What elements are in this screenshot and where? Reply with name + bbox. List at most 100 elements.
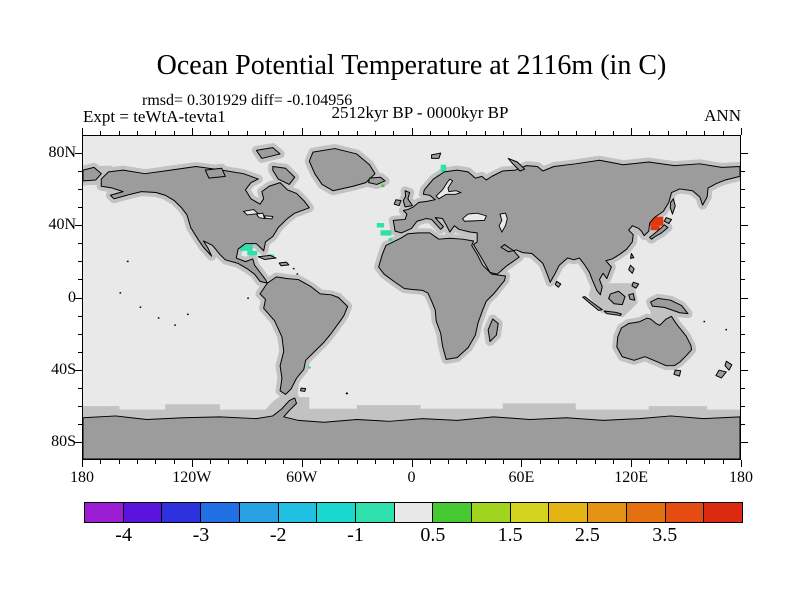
island-dot bbox=[139, 306, 142, 308]
experiment-label: Expt = teWtA-tevta1 bbox=[83, 107, 226, 126]
colorbar-tick-label: -3 bbox=[192, 524, 210, 546]
x-axis-tick bbox=[319, 131, 321, 135]
y-axis-tick bbox=[75, 441, 82, 443]
y-axis-tick-label: 80N bbox=[48, 144, 76, 162]
x-axis-tick bbox=[429, 131, 431, 135]
x-axis-tick bbox=[557, 460, 559, 464]
island-dot bbox=[157, 317, 160, 319]
x-axis-tick bbox=[576, 460, 578, 464]
colorbar-tick-label: -2 bbox=[269, 524, 287, 546]
java bbox=[603, 310, 622, 316]
hispaniola bbox=[278, 261, 290, 267]
island-dot bbox=[703, 320, 706, 323]
x-axis-tick bbox=[356, 460, 358, 464]
sulawesi bbox=[628, 293, 636, 301]
colorbar-tick-label: 1.5 bbox=[497, 524, 523, 546]
x-axis-tick bbox=[649, 131, 651, 135]
hokkaido bbox=[663, 217, 673, 225]
x-axis-tick-label: 180 bbox=[70, 469, 94, 486]
x-axis-tick bbox=[667, 131, 669, 135]
x-axis-tick bbox=[649, 460, 651, 464]
x-axis-tick bbox=[521, 128, 523, 135]
x-axis-tick-label: 120E bbox=[614, 469, 649, 486]
island-dot bbox=[126, 260, 129, 263]
y-axis-tick bbox=[75, 225, 82, 227]
y-axis-tick bbox=[741, 261, 745, 263]
colorbar-tick-label: -4 bbox=[115, 524, 132, 546]
x-axis-tick bbox=[631, 128, 633, 135]
y-axis-tick bbox=[75, 153, 82, 155]
continent-south-america bbox=[259, 276, 349, 395]
x-axis-tick-label: 60W bbox=[286, 469, 318, 486]
x-axis-tick bbox=[136, 460, 138, 464]
y-axis-tick bbox=[741, 369, 748, 371]
y-axis-tick bbox=[78, 171, 82, 173]
y-axis-tick bbox=[741, 387, 745, 389]
colorbar-segment bbox=[704, 503, 742, 522]
colorbar-segment bbox=[123, 503, 163, 522]
y-axis-tick-label: 80S bbox=[51, 432, 76, 450]
tasmania bbox=[673, 369, 682, 377]
y-axis-tick bbox=[78, 423, 82, 425]
anomaly-patch-iberia-1 bbox=[376, 223, 385, 228]
island-dot bbox=[174, 324, 176, 326]
x-axis-tick bbox=[393, 460, 395, 464]
x-axis-tick bbox=[722, 460, 724, 464]
anomaly-patch-sea-of-japan-2 bbox=[650, 225, 660, 231]
new-zealand-south bbox=[715, 369, 727, 379]
x-axis-tick bbox=[100, 460, 102, 464]
x-axis-tick bbox=[374, 460, 376, 464]
x-axis-tick bbox=[338, 131, 340, 135]
x-axis-tick bbox=[118, 131, 120, 135]
y-axis-tick bbox=[741, 297, 748, 299]
colorbar-tick-label: 2.5 bbox=[574, 524, 600, 546]
x-axis-tick bbox=[210, 460, 212, 464]
colorbar-segment bbox=[626, 503, 666, 522]
colorbar-segment bbox=[85, 503, 124, 522]
y-axis-tick bbox=[78, 387, 82, 389]
svalbard bbox=[431, 152, 442, 159]
x-axis-tick bbox=[338, 460, 340, 464]
victoria-island bbox=[204, 167, 226, 179]
anomaly-patch-faroe-speck bbox=[381, 184, 385, 188]
y-axis-tick bbox=[78, 315, 82, 317]
madagascar bbox=[487, 318, 499, 342]
island-dot bbox=[247, 297, 249, 299]
x-axis-tick bbox=[411, 460, 413, 467]
stats-line: rmsd= 0.301929 diff= -0.104956 bbox=[142, 92, 353, 109]
honshu bbox=[649, 224, 669, 240]
x-axis-tick bbox=[173, 131, 175, 135]
x-axis-tick bbox=[118, 460, 120, 464]
chukotka-west-edge bbox=[83, 166, 102, 182]
x-axis-tick bbox=[82, 128, 83, 135]
y-axis-tick bbox=[75, 297, 82, 299]
anomaly-patch-iberia-2 bbox=[380, 230, 392, 236]
x-axis-tick bbox=[704, 131, 706, 135]
x-axis-tick bbox=[722, 131, 724, 135]
sakhalin bbox=[669, 198, 676, 215]
x-axis-tick bbox=[228, 460, 230, 464]
x-axis-tick bbox=[503, 131, 505, 135]
anomaly-patch-gulf-of-mexico-2 bbox=[247, 250, 258, 256]
x-axis-tick bbox=[155, 131, 157, 135]
colorbar-tick-label: 0.5 bbox=[420, 524, 446, 546]
y-axis-tick bbox=[78, 243, 82, 245]
x-axis-tick bbox=[741, 460, 742, 467]
x-axis-tick bbox=[393, 131, 395, 135]
page-title: Ocean Potential Temperature at 2116m (in… bbox=[156, 50, 667, 81]
x-axis-tick bbox=[448, 460, 450, 464]
x-axis-tick bbox=[283, 131, 285, 135]
island-dot bbox=[187, 313, 189, 316]
x-axis-tick bbox=[191, 128, 193, 135]
colorbar-segment bbox=[472, 503, 511, 522]
x-axis-tick-label: 60E bbox=[508, 469, 535, 486]
colorbar-segment bbox=[549, 503, 589, 522]
x-axis-tick bbox=[612, 131, 614, 135]
x-axis-tick bbox=[82, 460, 83, 467]
cuba bbox=[257, 254, 277, 260]
falkland-islands bbox=[300, 387, 307, 392]
x-axis-tick bbox=[667, 460, 669, 464]
y-axis-tick bbox=[78, 351, 82, 353]
small-islands-layer bbox=[119, 260, 728, 395]
continent-africa bbox=[378, 232, 506, 360]
